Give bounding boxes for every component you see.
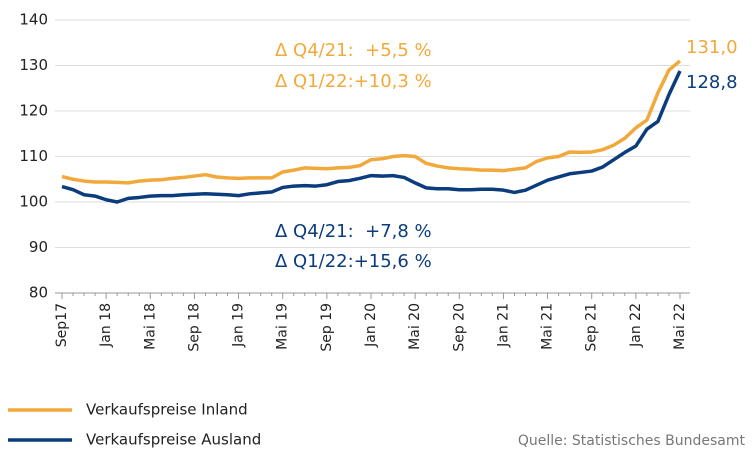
value-label: 128,8 xyxy=(686,72,738,93)
legend-label: Verkaufspreise Inland xyxy=(86,401,248,419)
source: Quelle: Statistisches Bundesamt xyxy=(518,433,746,449)
y-tick-label: 110 xyxy=(19,147,48,165)
value-label: 131,0 xyxy=(686,37,738,58)
y-tick-label: 140 xyxy=(19,11,48,29)
y-tick-label: 120 xyxy=(19,102,48,120)
x-tick-label: Mai 21 xyxy=(540,303,556,350)
annotation: Δ Q1/22:+15,6 % xyxy=(275,251,432,272)
x-tick-label: Sep 19 xyxy=(319,303,335,352)
x-tick-label: Mai 18 xyxy=(142,303,158,350)
legend-label: Verkaufspreise Ausland xyxy=(86,431,261,449)
x-tick-label: Sep 20 xyxy=(451,303,467,352)
x-tick-label: Sep17 xyxy=(54,303,70,347)
annotation: Δ Q1/22:+10,3 % xyxy=(275,71,432,92)
annotation: Δ Q4/21: +5,5 % xyxy=(275,40,432,61)
y-tick-label: 100 xyxy=(19,193,48,211)
x-tick-label: Jan 19 xyxy=(231,303,247,348)
x-tick-label: Jan 20 xyxy=(363,303,379,348)
y-tick-label: 90 xyxy=(29,238,48,256)
x-tick-label: Sep 21 xyxy=(584,303,600,352)
x-tick-label: Mai 19 xyxy=(275,303,291,350)
y-tick-label: 130 xyxy=(19,56,48,74)
annotation: Δ Q4/21: +7,8 % xyxy=(275,221,432,242)
y-tick-label: 80 xyxy=(29,284,48,302)
line xyxy=(61,59,682,185)
line xyxy=(61,70,682,204)
x-tick-label: Mai 22 xyxy=(672,303,688,350)
x-tick-label: Jan 21 xyxy=(495,303,511,348)
x-tick-label: Jan 18 xyxy=(98,303,114,348)
x-tick-label: Jan 22 xyxy=(628,303,644,348)
x-tick-label: Sep 18 xyxy=(186,303,202,352)
x-tick-label: Mai 20 xyxy=(407,303,423,350)
